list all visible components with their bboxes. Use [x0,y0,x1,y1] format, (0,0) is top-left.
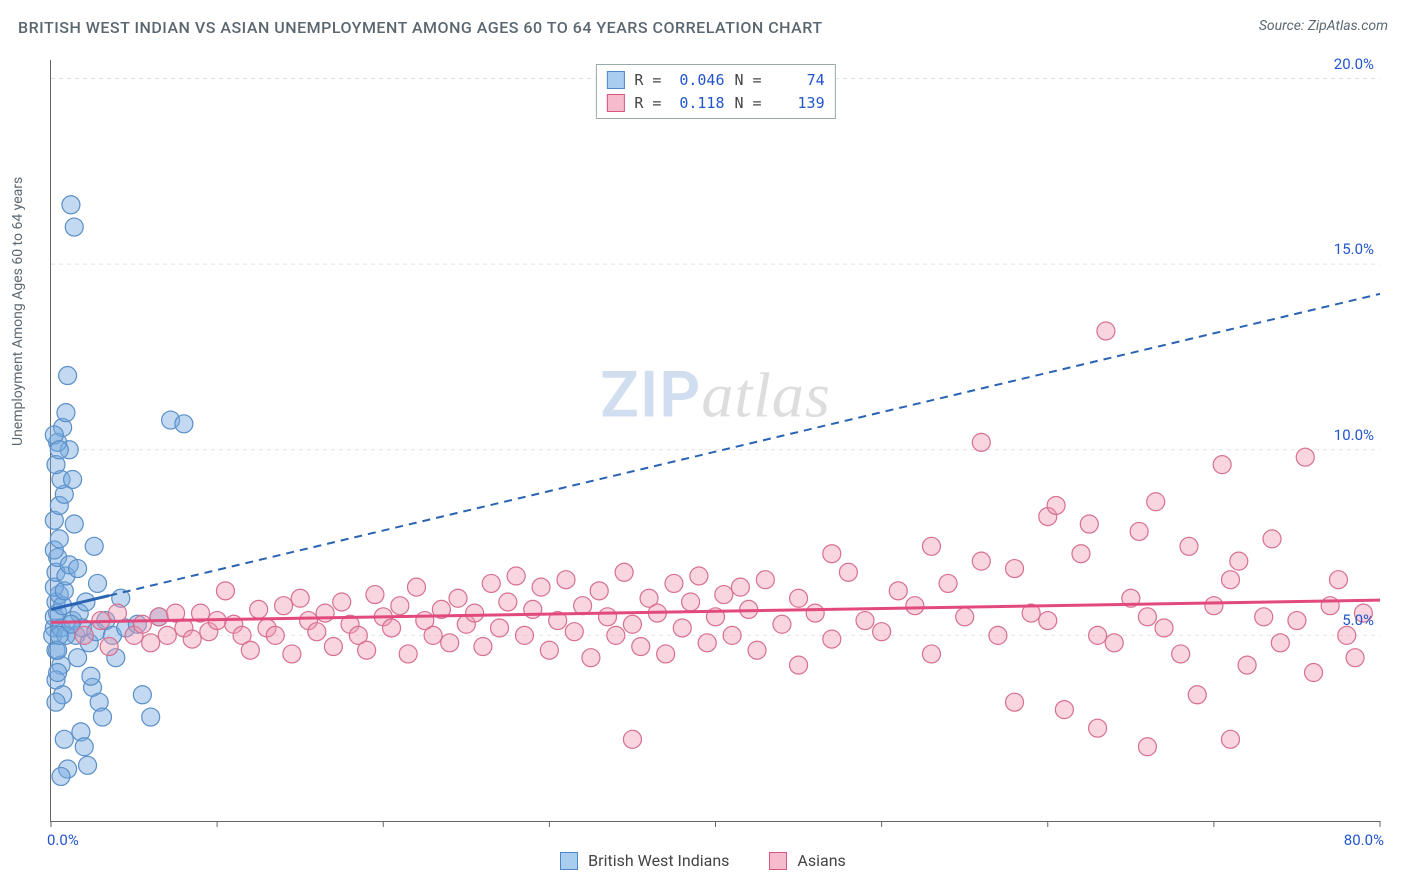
plot-svg [51,60,1380,821]
r-value-0: 0.046 [671,69,725,92]
source-attribution: Source: ZipAtlas.com [1259,18,1388,34]
y-tick-label: 10.0% [1334,426,1374,444]
stats-row-0: R = 0.046 N = 74 [606,69,824,92]
header: BRITISH WEST INDIAN VS ASIAN UNEMPLOYMEN… [18,18,1388,37]
legend-label-0: British West Indians [588,851,729,870]
n-label: N = [735,94,762,112]
chart-container: BRITISH WEST INDIAN VS ASIAN UNEMPLOYMEN… [0,0,1406,892]
swatch-icon [606,94,624,112]
legend-item-1: Asians [769,851,845,870]
source-value: ZipAtlas.com [1308,18,1388,34]
y-tick-label: 20.0% [1334,55,1374,73]
r-label: R = [634,71,661,89]
chart-title: BRITISH WEST INDIAN VS ASIAN UNEMPLOYMEN… [18,18,823,37]
stats-row-1: R = 0.118 N = 139 [606,92,824,115]
stats-legend: R = 0.046 N = 74 R = 0.118 N = 139 [595,64,835,119]
r-value-1: 0.118 [671,92,725,115]
y-axis-label: Unemployment Among Ages 60 to 64 years [10,177,26,446]
legend-item-0: British West Indians [560,851,729,870]
n-value-0: 74 [771,69,825,92]
n-value-1: 139 [771,92,825,115]
x-tick-label: 80.0% [1344,831,1384,849]
source-label: Source: [1259,18,1304,34]
y-tick-label: 15.0% [1334,240,1374,258]
swatch-icon [769,852,787,870]
y-tick-label: 5.0% [1342,611,1374,629]
legend-label-1: Asians [797,851,845,870]
x-tick-label: 0.0% [47,831,79,849]
plot-area: ZIPatlas R = 0.046 N = 74 R = 0.118 N = … [50,60,1380,822]
r-label: R = [634,94,661,112]
bottom-legend: British West Indians Asians [0,851,1406,870]
swatch-icon [606,71,624,89]
n-label: N = [735,71,762,89]
swatch-icon [560,852,578,870]
